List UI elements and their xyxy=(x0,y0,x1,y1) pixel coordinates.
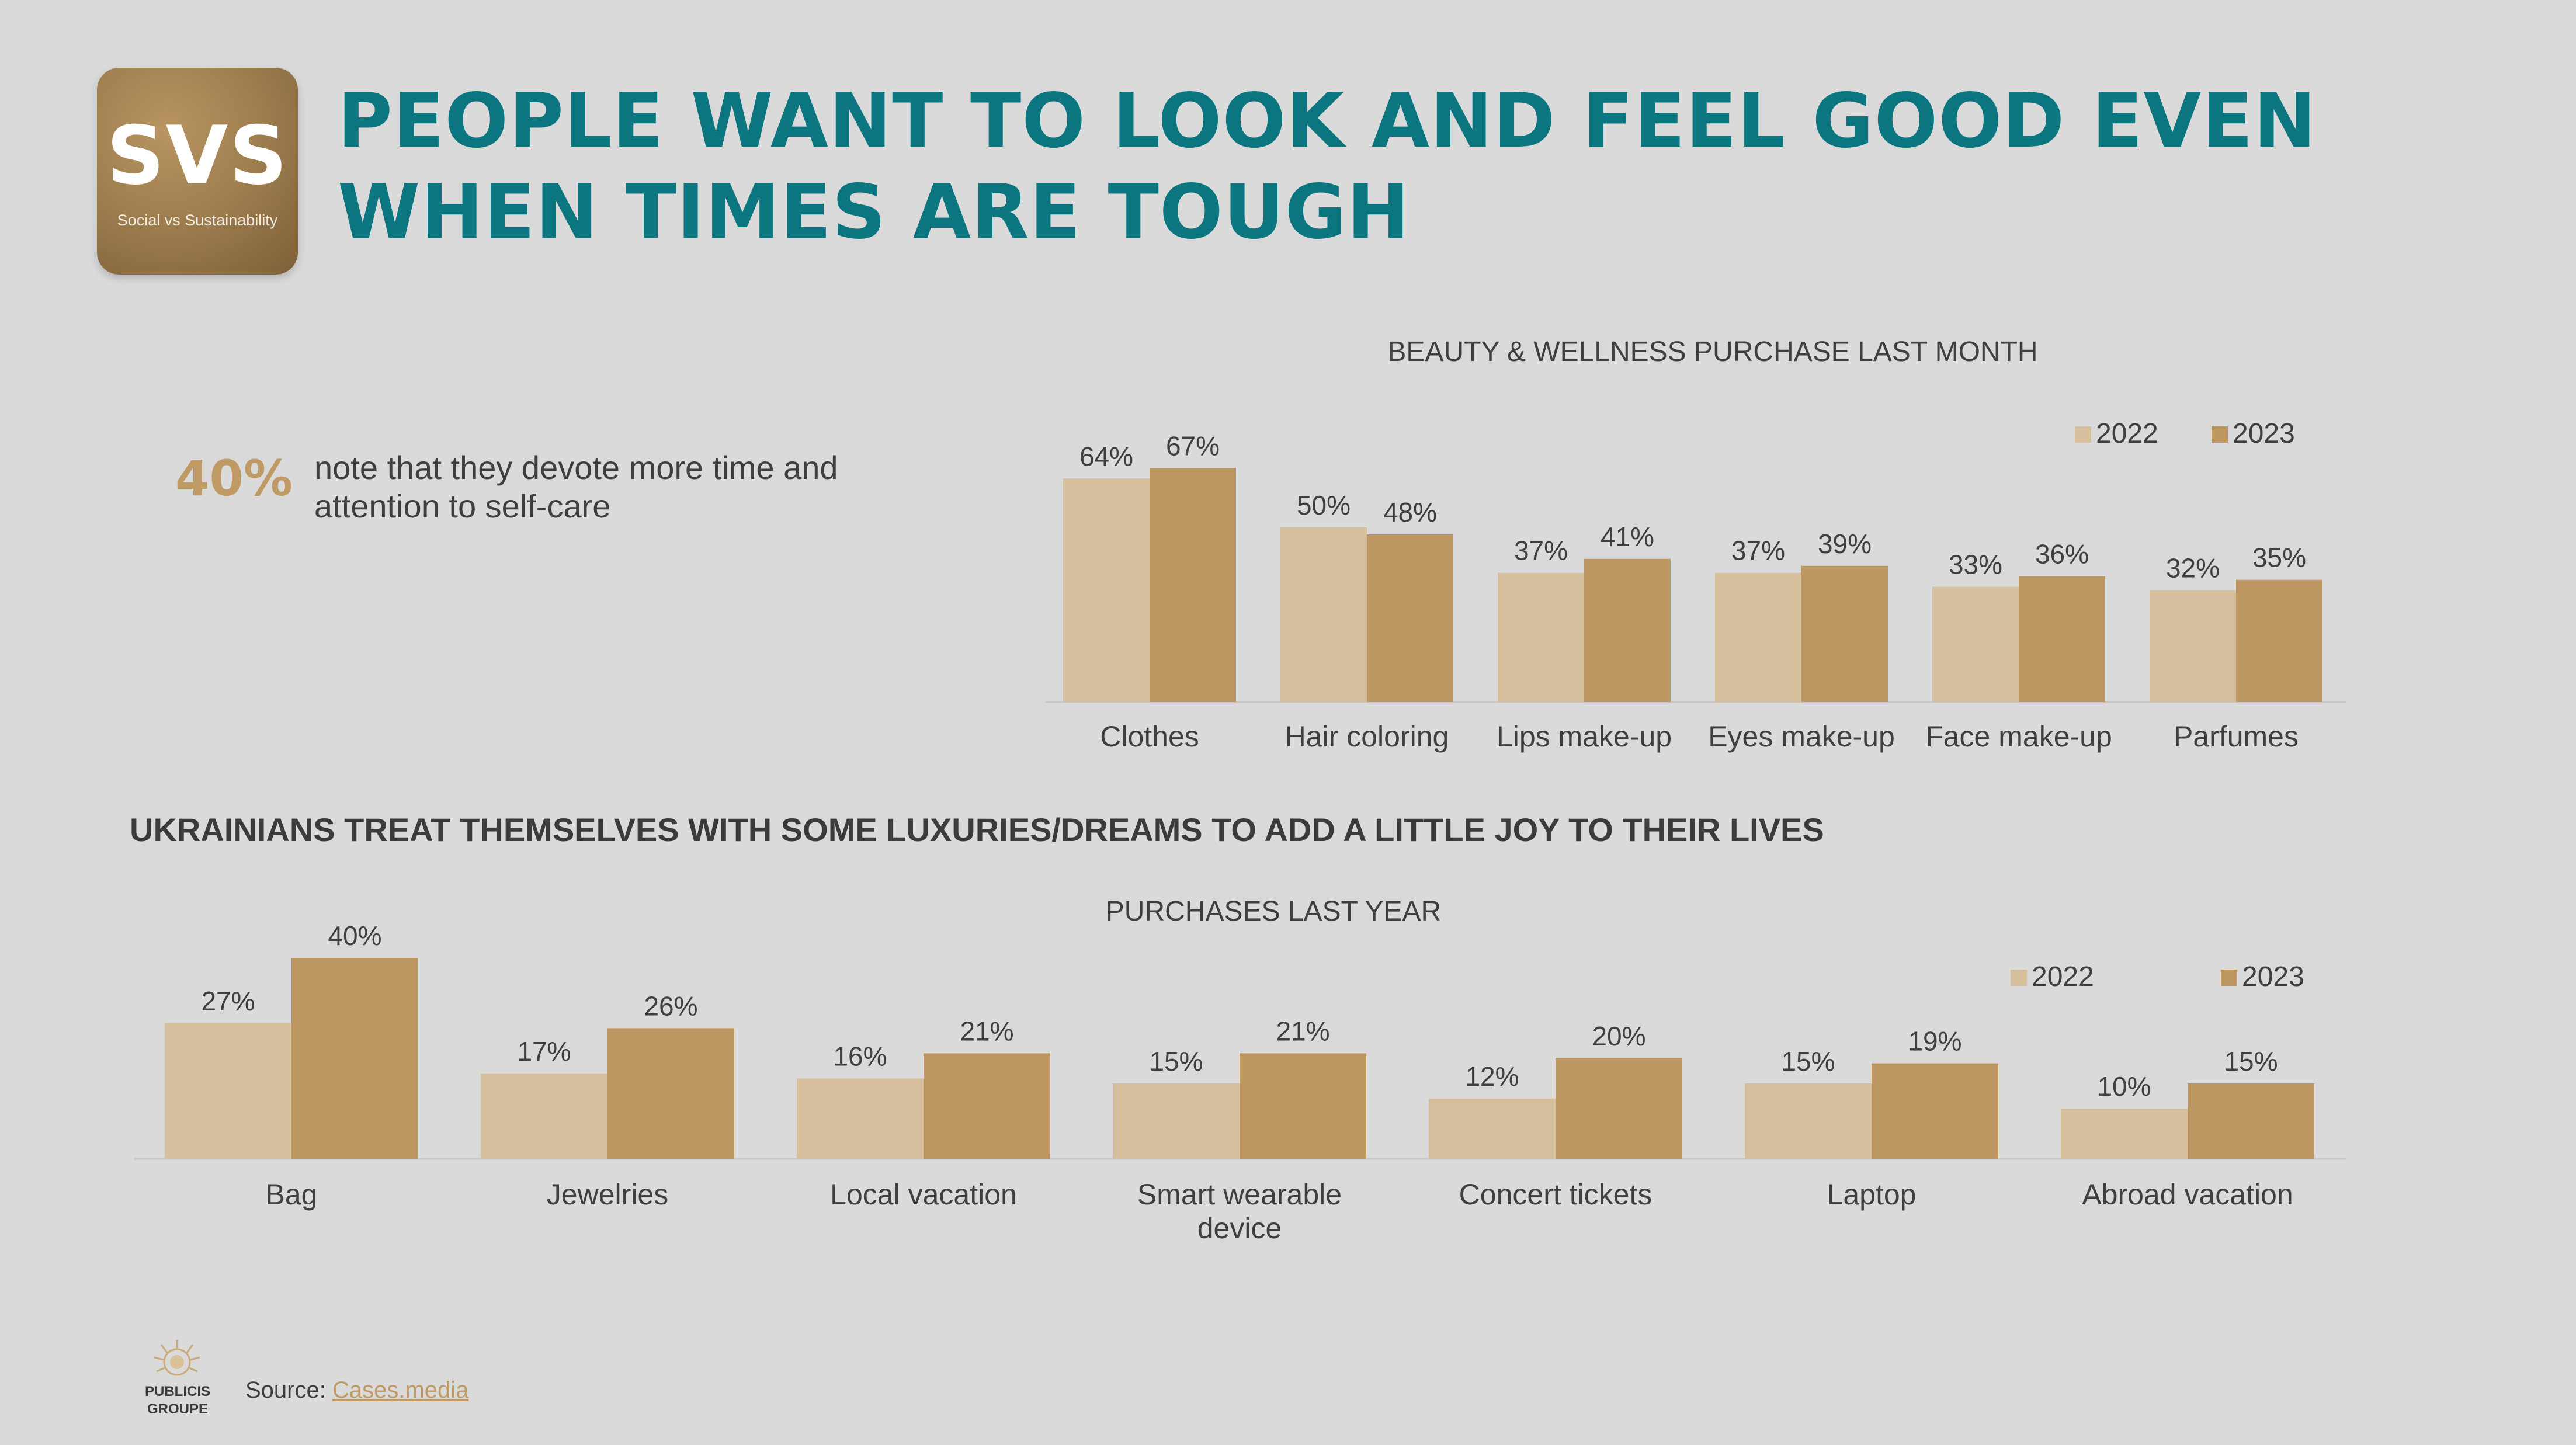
data-label-2023-1: 26% xyxy=(644,991,697,1021)
bar-2023-1 xyxy=(607,1028,734,1159)
bar-2023-4 xyxy=(1556,1058,1682,1159)
category-label-1: Hair coloring xyxy=(1285,720,1449,753)
bar-2023-2 xyxy=(924,1053,1050,1159)
purchases-last-year-chart: PURCHASES LAST YEAR 27% 40% Bag 17% 26% Jewelr… xyxy=(134,896,2346,1245)
chart-title: PURCHASES LAST YEAR xyxy=(1106,896,1441,927)
legend-swatch-2023 xyxy=(2212,426,2228,443)
data-label-2023-5: 35% xyxy=(2252,543,2306,573)
bar-2023-1 xyxy=(1367,534,1453,702)
source-link[interactable]: Cases.media xyxy=(332,1377,469,1403)
bar-2022-4 xyxy=(1429,1098,1556,1159)
data-label-2023-3: 21% xyxy=(1276,1016,1329,1046)
bar-2023-5 xyxy=(2236,579,2322,702)
data-label-2023-4: 36% xyxy=(2035,539,2089,569)
data-label-2022-2: 37% xyxy=(1514,536,1568,566)
bar-2022-1 xyxy=(1280,527,1367,702)
bar-2023-0 xyxy=(291,958,418,1159)
category-label-1: Jewelries xyxy=(547,1178,668,1211)
data-label-2022-1: 50% xyxy=(1297,490,1351,520)
data-label-2022-4: 12% xyxy=(1465,1061,1519,1092)
data-label-2022-3: 15% xyxy=(1149,1046,1203,1076)
data-label-2022-1: 17% xyxy=(517,1036,571,1067)
bar-2022-5 xyxy=(1745,1083,1872,1159)
logo-title: SVS xyxy=(106,109,289,203)
stat-text: note that they devote more time and atte… xyxy=(314,449,838,524)
bar-2022-2 xyxy=(797,1078,924,1159)
beauty-wellness-chart: BEAUTY & WELLNESS PURCHASE LAST MONTH 64%… xyxy=(1046,336,2346,753)
bar-2022-3 xyxy=(1715,572,1801,702)
data-label-2023-3: 39% xyxy=(1818,529,1872,559)
bar-2022-1 xyxy=(481,1073,607,1159)
data-label-2023-5: 19% xyxy=(1908,1026,1961,1057)
legend-swatch-2022 xyxy=(2075,426,2091,443)
svs-logo: SVS Social vs Sustainability xyxy=(97,68,298,275)
legend-label-2022: 2022 xyxy=(2032,961,2094,992)
publisher-line-1: PUBLICIS xyxy=(144,1384,210,1399)
category-label-2: Lips make-up xyxy=(1497,720,1672,753)
data-label-2023-0: 67% xyxy=(1166,430,1220,461)
bar-2022-2 xyxy=(1498,572,1584,702)
data-label-2022-0: 64% xyxy=(1079,441,1133,471)
bar-2023-2 xyxy=(1584,558,1671,702)
category-label-2: Local vacation xyxy=(830,1178,1017,1211)
stat-value: 40% xyxy=(175,450,293,507)
data-label-2023-4: 20% xyxy=(1592,1021,1645,1051)
data-label-2022-6: 10% xyxy=(2097,1071,2151,1102)
data-label-2023-2: 41% xyxy=(1601,522,1654,552)
bar-2022-4 xyxy=(1932,586,2019,702)
logo-subtitle: Social vs Sustainability xyxy=(117,211,278,229)
page-title-line-1: PEOPLE WANT TO LOOK AND FEEL GOOD EVEN xyxy=(338,78,2317,165)
source-note: Source: Cases.media xyxy=(245,1377,468,1404)
publicis-wordmark: PUBLICIS GROUPE xyxy=(130,1383,225,1418)
chart-title: BEAUTY & WELLNESS PURCHASE LAST MONTH xyxy=(1387,336,2037,367)
category-label-6: Abroad vacation xyxy=(2082,1178,2293,1211)
legend-label-2023: 2023 xyxy=(2242,961,2304,992)
legend-label-2023: 2023 xyxy=(2233,418,2295,449)
category-label-4: Face make-up xyxy=(1925,720,2112,753)
publisher-line-2: GROUPE xyxy=(147,1401,208,1417)
bar-2023-4 xyxy=(2019,576,2105,702)
bar-2023-0 xyxy=(1150,468,1236,702)
bar-2023-5 xyxy=(1872,1063,1998,1159)
category-label-0: Clothes xyxy=(1100,720,1199,753)
category-label-5: Parfumes xyxy=(2174,720,2299,753)
bar-2022-3 xyxy=(1113,1083,1240,1159)
data-label-2023-1: 48% xyxy=(1383,497,1437,527)
bar-2022-5 xyxy=(2150,590,2236,702)
category-label-0: Bag xyxy=(266,1178,318,1211)
data-label-2022-5: 32% xyxy=(2166,553,2220,583)
data-label-2022-5: 15% xyxy=(1781,1046,1835,1076)
data-label-2022-0: 27% xyxy=(201,986,255,1016)
category-label-3: Smart wearable xyxy=(1137,1178,1342,1211)
data-label-2023-6: 15% xyxy=(2224,1046,2278,1076)
category-label-5: Laptop xyxy=(1827,1178,1917,1211)
data-label-2022-3: 37% xyxy=(1731,536,1785,566)
bar-2023-3 xyxy=(1801,565,1888,702)
source-label: Source: xyxy=(245,1377,326,1403)
bar-2023-6 xyxy=(2188,1083,2314,1159)
section-heading: UKRAINIANS TREAT THEMSELVES WITH SOME LU… xyxy=(130,811,1824,848)
category-label-3-1: device xyxy=(1197,1212,1282,1245)
publicis-lion-logo xyxy=(154,1340,200,1376)
page-title: PEOPLE WANT TO LOOK AND FEEL GOOD EVEN W… xyxy=(338,76,2382,258)
page-title-line-2: WHEN TIMES ARE TOUGH xyxy=(338,169,1410,256)
data-label-2022-4: 33% xyxy=(1949,550,2002,580)
legend-label-2022: 2022 xyxy=(2096,418,2158,449)
data-label-2022-2: 16% xyxy=(833,1041,887,1071)
category-label-4: Concert tickets xyxy=(1459,1178,1652,1211)
bar-2023-3 xyxy=(1240,1053,1366,1159)
bar-2022-0 xyxy=(165,1023,291,1159)
bar-2022-6 xyxy=(2061,1109,2188,1159)
data-label-2023-2: 21% xyxy=(960,1016,1013,1046)
bar-2022-0 xyxy=(1063,478,1150,702)
legend-swatch-2022 xyxy=(2011,970,2027,986)
data-label-2023-0: 40% xyxy=(328,921,381,951)
legend-swatch-2023 xyxy=(2221,970,2237,986)
category-label-3: Eyes make-up xyxy=(1708,720,1895,753)
